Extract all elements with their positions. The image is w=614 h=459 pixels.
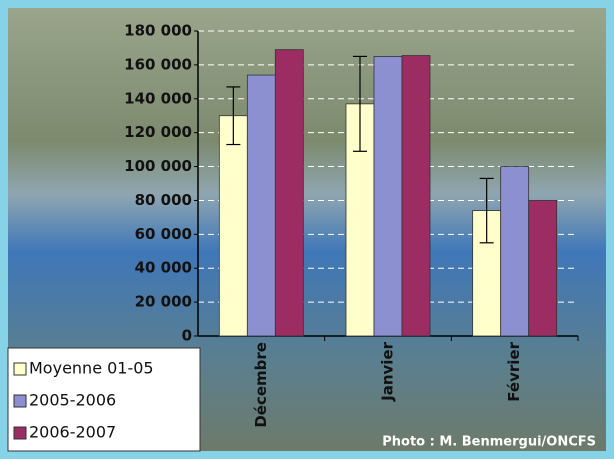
y-tick-label: 120 000: [124, 123, 192, 141]
y-tick-label: 160 000: [124, 55, 192, 73]
x-tick-label: Février: [505, 341, 523, 401]
legend-label: Moyenne 01-05: [29, 359, 154, 378]
legend-label: 2005-2006: [29, 391, 116, 410]
y-tick-label: 40 000: [135, 259, 192, 277]
legend-swatch: [13, 362, 27, 376]
y-tick-label: 80 000: [135, 191, 192, 209]
bar: [274, 49, 304, 337]
y-tick-label: 20 000: [135, 293, 192, 311]
y-tick-label: 0: [182, 327, 192, 345]
error-bar: [353, 55, 367, 152]
error-bar: [226, 86, 241, 146]
legend-label: 2006-2007: [29, 423, 116, 442]
y-tick-label: 180 000: [124, 22, 192, 40]
bar: [218, 115, 248, 337]
y-tick-label: 100 000: [124, 157, 192, 175]
photo-credit: Photo : M. Benmergui/ONCFS: [382, 435, 596, 450]
bar: [246, 74, 276, 337]
bar: [500, 166, 530, 337]
bar: [401, 55, 431, 337]
y-tick-label: 60 000: [135, 225, 192, 243]
x-tick-label: Décembre: [252, 342, 270, 428]
error-bar: [479, 177, 494, 244]
bar: [528, 200, 558, 337]
x-tick-label: Janvier: [379, 341, 397, 401]
legend-box: [7, 347, 201, 452]
legend-swatch: [13, 394, 27, 408]
y-tick-label: 140 000: [124, 89, 192, 107]
legend-swatch: [13, 426, 27, 440]
bar: [373, 56, 403, 337]
